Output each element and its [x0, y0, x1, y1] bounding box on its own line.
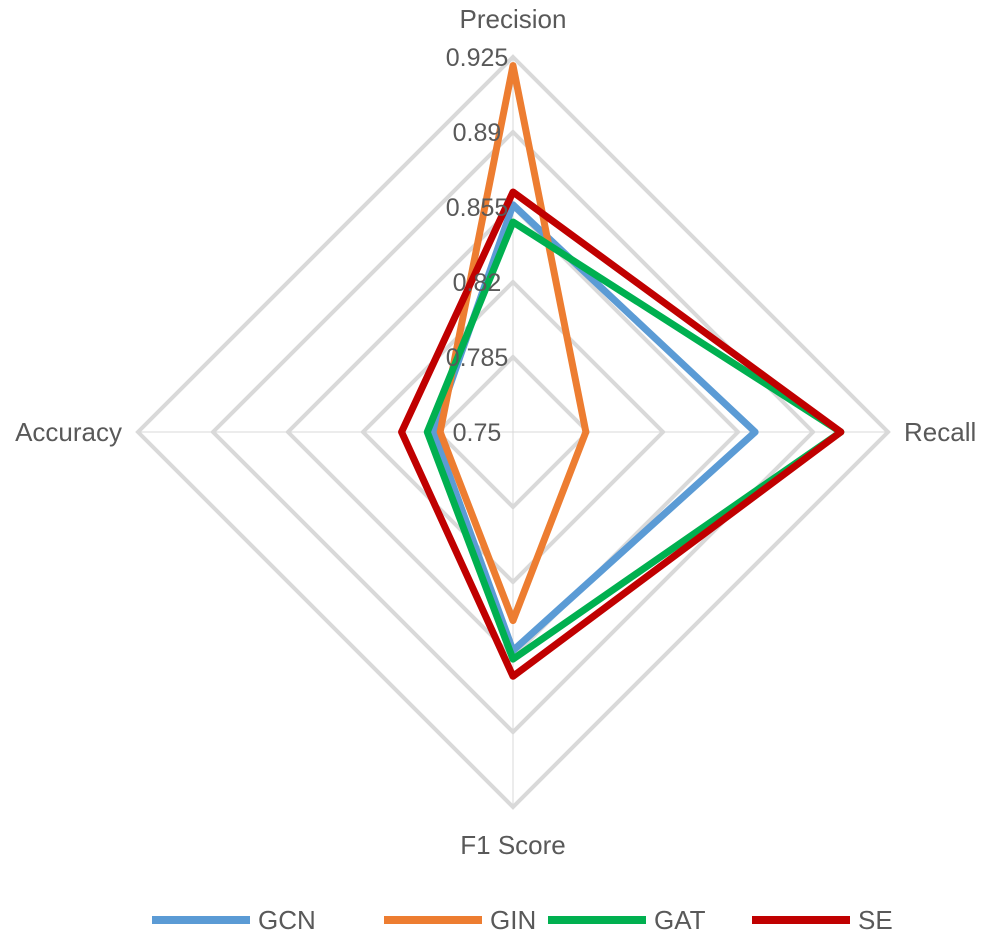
tick-label-1: 0.785 — [446, 344, 509, 372]
tick-label-0: 0.75 — [453, 419, 502, 447]
axis-label-recall: Recall — [904, 417, 976, 447]
legend-label-gcn: GCN — [258, 905, 316, 935]
tick-label-2: 0.82 — [453, 269, 502, 297]
axis-label-accuracy: Accuracy — [15, 417, 122, 447]
grid-ring-1 — [435, 354, 591, 510]
grid-layer — [135, 54, 891, 810]
legend-label-se: SE — [858, 905, 893, 935]
axis-label-precision: Precision — [460, 4, 567, 34]
axis-label-f1-score: F1 Score — [460, 830, 566, 860]
tick-label-3: 0.855 — [446, 194, 509, 222]
axis-label-layer: Precision Recall F1 Score Accuracy — [15, 4, 976, 860]
series-line-se — [398, 188, 845, 680]
series-line-gin — [436, 62, 590, 625]
series-layer — [398, 62, 845, 680]
grid-ring-5 — [135, 54, 891, 810]
legend-label-gat: GAT — [654, 905, 706, 935]
grid-ring-2 — [360, 279, 666, 585]
tick-label-5: 0.925 — [446, 44, 509, 72]
legend-label-gin: GIN — [490, 905, 536, 935]
grid-ring-4 — [210, 129, 816, 735]
legend: GCN GIN GAT SE — [152, 905, 893, 935]
tick-label-4: 0.89 — [453, 119, 502, 147]
tick-label-layer: 0.75 0.785 0.82 0.855 0.89 0.925 — [446, 44, 509, 447]
series-line-gat — [423, 218, 845, 663]
